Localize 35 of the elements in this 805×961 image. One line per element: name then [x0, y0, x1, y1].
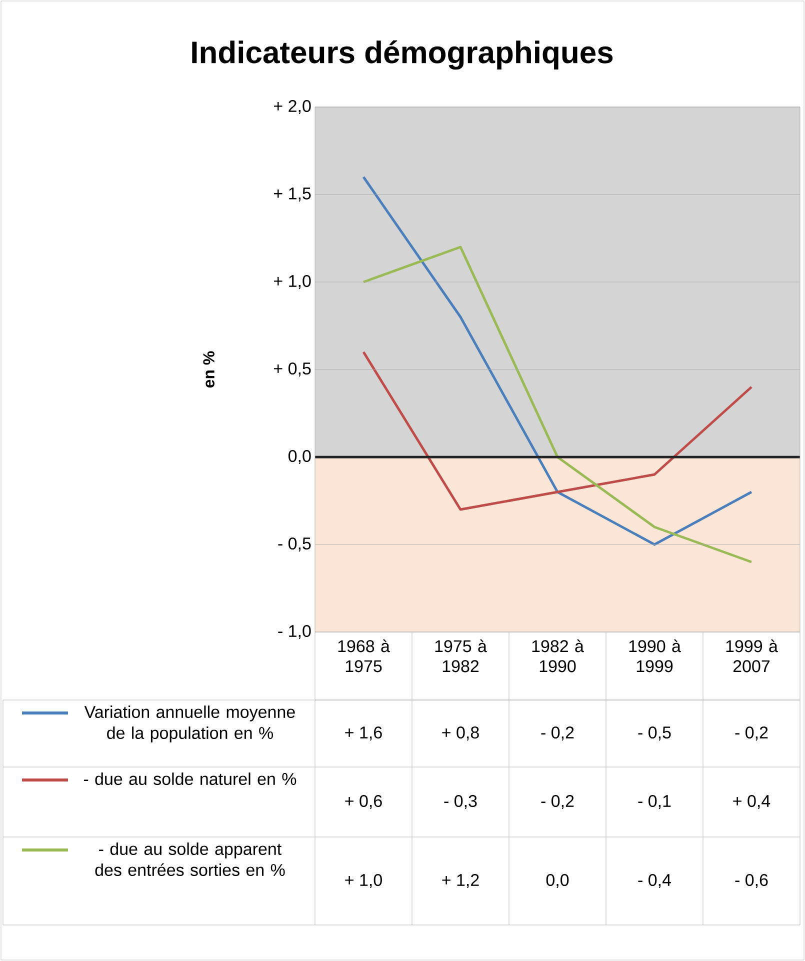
data-label: + 0,4: [733, 794, 770, 810]
y-axis-title: en %: [203, 351, 214, 388]
line-series: [362, 350, 753, 511]
data-label: + 0,8: [442, 726, 479, 741]
y-tick-label: + 1,5: [274, 188, 311, 202]
y-tick-label: - 0,5: [278, 537, 311, 552]
data-label: 0,0: [546, 874, 569, 888]
data-label: - 0,1: [638, 794, 671, 810]
y-tick-label: + 0,5: [274, 362, 311, 377]
x-tick-label: 1999 à 2007: [726, 640, 778, 672]
chart-title: Indicateurs démographiques: [192, 40, 613, 70]
y-tick-label: + 1,0: [274, 274, 311, 290]
data-label: + 1,0: [345, 874, 382, 888]
data-label: + 1,6: [345, 726, 382, 741]
data-label: - 0,4: [638, 874, 671, 888]
y-tick-label: 0,0: [288, 450, 311, 464]
x-tick-label: 1990 à 1999: [629, 640, 681, 672]
data-label: - 0,5: [638, 726, 671, 741]
data-label: - 0,2: [735, 726, 768, 741]
x-tick-label: 1968 à 1975: [338, 640, 390, 672]
line-series: [362, 246, 753, 564]
y-tick-label: - 1,0: [278, 624, 311, 640]
data-label: + 1,2: [442, 874, 479, 888]
legend-label: - due au solde apparent des entrées sorties en %: [95, 842, 285, 876]
data-label: - 0,2: [541, 794, 574, 810]
data-label: - 0,6: [735, 874, 768, 888]
x-tick-label: 1975 à 1982: [435, 640, 487, 672]
x-tick-label: 1982 à 1990: [532, 640, 584, 672]
legend-label: - due au solde naturel en %: [84, 772, 296, 786]
data-label: - 0,2: [541, 726, 574, 741]
y-tick-label: + 2,0: [274, 100, 311, 114]
line-series: [362, 176, 753, 546]
data-label: - 0,3: [444, 794, 477, 810]
legend-label: Variation annuelle moyenne de la population en %: [84, 706, 295, 742]
data-label: + 0,6: [345, 794, 382, 810]
